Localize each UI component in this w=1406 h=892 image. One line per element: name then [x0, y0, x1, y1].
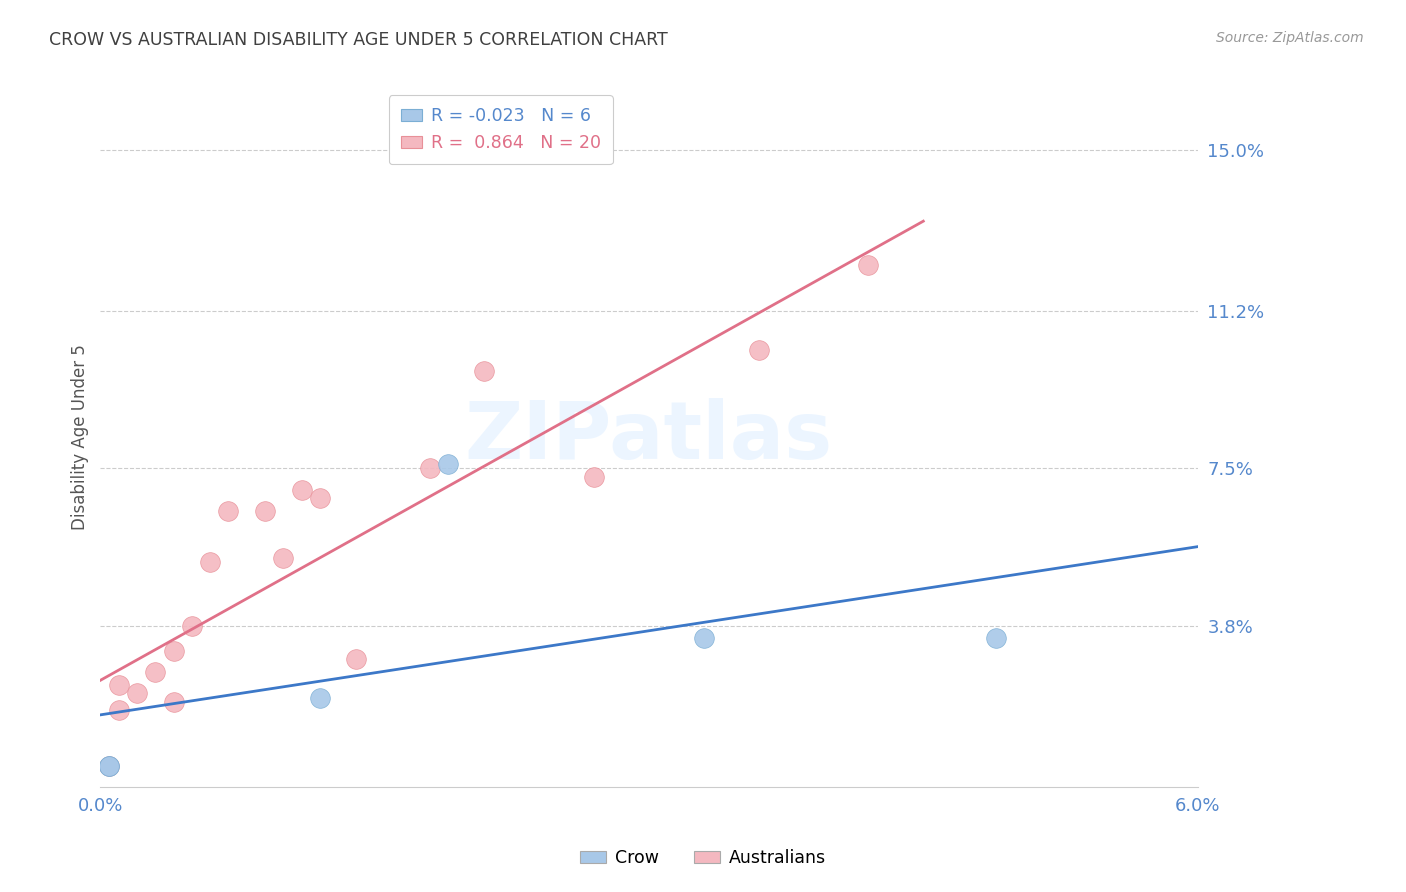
Point	[143, 665, 166, 680]
Legend: Crow, Australians: Crow, Australians	[574, 843, 832, 874]
Point	[308, 491, 330, 505]
Text: ZIPatlas: ZIPatlas	[465, 398, 834, 475]
Point	[107, 678, 129, 692]
Point	[858, 258, 880, 272]
Text: CROW VS AUSTRALIAN DISABILITY AGE UNDER 5 CORRELATION CHART: CROW VS AUSTRALIAN DISABILITY AGE UNDER …	[49, 31, 668, 49]
Text: Source: ZipAtlas.com: Source: ZipAtlas.com	[1216, 31, 1364, 45]
Point	[344, 652, 367, 666]
Point	[98, 758, 121, 772]
Point	[271, 550, 294, 565]
Point	[162, 695, 184, 709]
Point	[583, 470, 606, 484]
Y-axis label: Disability Age Under 5: Disability Age Under 5	[72, 343, 89, 530]
Legend: R = -0.023   N = 6, R =  0.864   N = 20: R = -0.023 N = 6, R = 0.864 N = 20	[389, 95, 613, 164]
Point	[253, 504, 276, 518]
Point	[217, 504, 239, 518]
Point	[748, 343, 770, 357]
Point	[125, 686, 148, 700]
Point	[98, 758, 121, 772]
Point	[693, 632, 716, 646]
Point	[290, 483, 312, 497]
Point	[474, 364, 496, 378]
Point	[180, 618, 202, 632]
Point	[418, 461, 440, 475]
Point	[162, 644, 184, 658]
Point	[198, 555, 221, 569]
Point	[308, 690, 330, 705]
Point	[107, 703, 129, 717]
Point	[437, 457, 460, 471]
Point	[986, 632, 1008, 646]
Point	[98, 758, 121, 772]
